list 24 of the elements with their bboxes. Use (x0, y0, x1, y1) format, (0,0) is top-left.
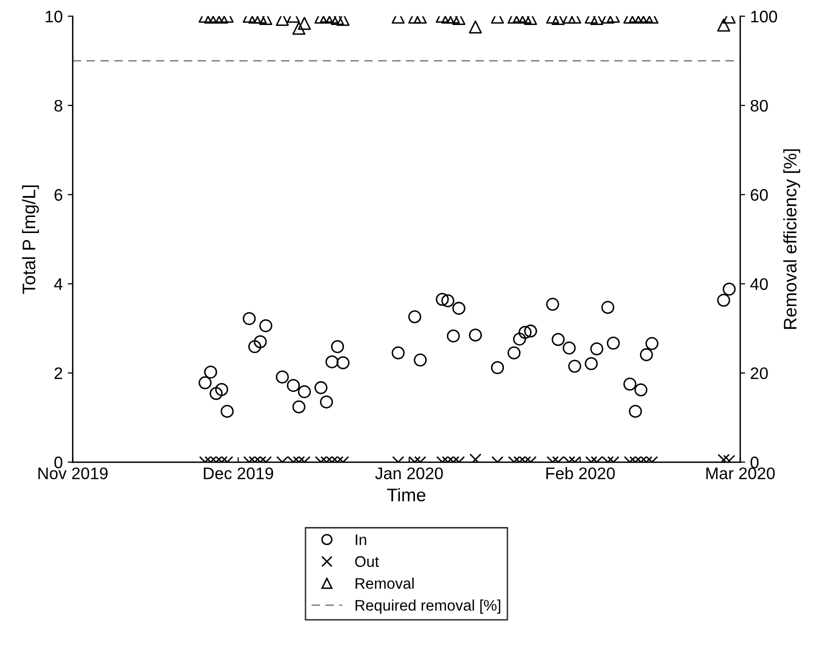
y2-axis-title: Removal efficiency [%] (783, 149, 800, 329)
x-tick-label: Nov 2019 (38, 467, 108, 480)
x-tick-label: Jan 2020 (375, 467, 443, 480)
y2-tick-label: 0 (750, 456, 759, 468)
y-tick-label: 0 (54, 456, 62, 468)
y2-tick-label: 40 (750, 278, 768, 290)
x-tick-label: Mar 2020 (706, 467, 775, 480)
x-axis-title: Time (387, 488, 426, 502)
x-tick-label: Dec 2019 (204, 467, 274, 480)
y-tick-label: 10 (46, 10, 62, 22)
legend-label: Removal (356, 578, 414, 589)
legend-label: Required removal [%] (356, 600, 500, 614)
x-tick-label: Feb 2020 (546, 467, 615, 480)
y-axis-title: Total P [mg/L] (22, 185, 39, 294)
legend-label: In (356, 534, 366, 545)
y-tick-label: 2 (54, 367, 62, 380)
y-tick-label: 8 (54, 100, 62, 112)
y2-tick-label: 60 (750, 189, 768, 201)
legend-label: Out (355, 556, 379, 567)
y-tick-label: 6 (54, 189, 62, 201)
y2-tick-label: 20 (750, 367, 768, 380)
y-tick-label: 4 (54, 278, 63, 290)
y2-tick-label: 80 (750, 100, 768, 112)
y2-tick-label: 100 (751, 10, 778, 22)
